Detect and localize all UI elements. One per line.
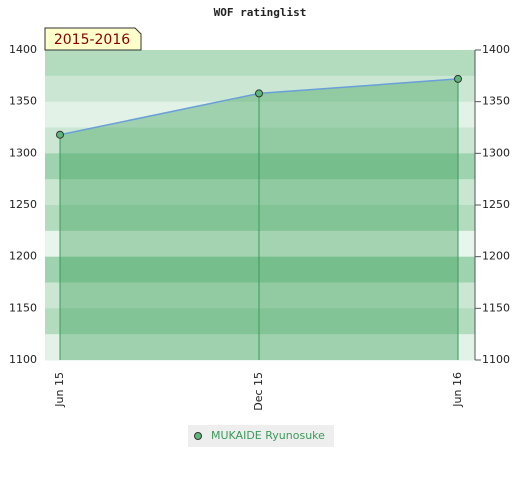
band (45, 179, 475, 206)
band (45, 282, 475, 309)
band (45, 256, 475, 283)
plot (56, 74, 462, 360)
band (45, 153, 475, 180)
y2-tick-label: 1250 (482, 198, 510, 211)
band (45, 334, 475, 361)
y2-tick-label: 1300 (482, 146, 510, 159)
y2-tick-label: 1150 (482, 301, 510, 314)
legend (188, 425, 334, 447)
legend-label: MUKAIDE Ryunosuke (211, 429, 325, 442)
y-tick-label: 1200 (9, 250, 37, 263)
legend-marker (194, 432, 202, 440)
x-tick-label: Jun 15 (53, 372, 66, 408)
x-tick-label: Dec 15 (252, 372, 265, 411)
point (56, 130, 64, 139)
annotation-box (44, 27, 142, 51)
y2-tick-label: 1350 (482, 95, 510, 108)
band (45, 50, 475, 77)
annotation: 2015-2016 (54, 32, 130, 48)
y2-tick-label: 1200 (482, 250, 510, 263)
plot-background (45, 50, 475, 361)
chart-title: WOF ratinglist (214, 6, 307, 19)
y-tick-label: 1300 (9, 146, 37, 159)
band (45, 75, 475, 103)
band (45, 230, 475, 258)
band (45, 308, 475, 335)
band (45, 205, 475, 232)
y2-tick-label: 1400 (482, 43, 510, 56)
y-tick-label: 1350 (9, 95, 37, 108)
band (45, 127, 475, 154)
point (255, 89, 263, 98)
y-tick-label: 1150 (9, 301, 37, 314)
x-tick-label: Jun 16 (451, 372, 464, 408)
y2-tick-label: 1100 (482, 353, 510, 366)
y-tick-label: 1400 (9, 43, 37, 56)
y-tick-label: 1100 (9, 353, 37, 366)
point (454, 74, 462, 83)
y-tick-label: 1250 (9, 198, 37, 211)
